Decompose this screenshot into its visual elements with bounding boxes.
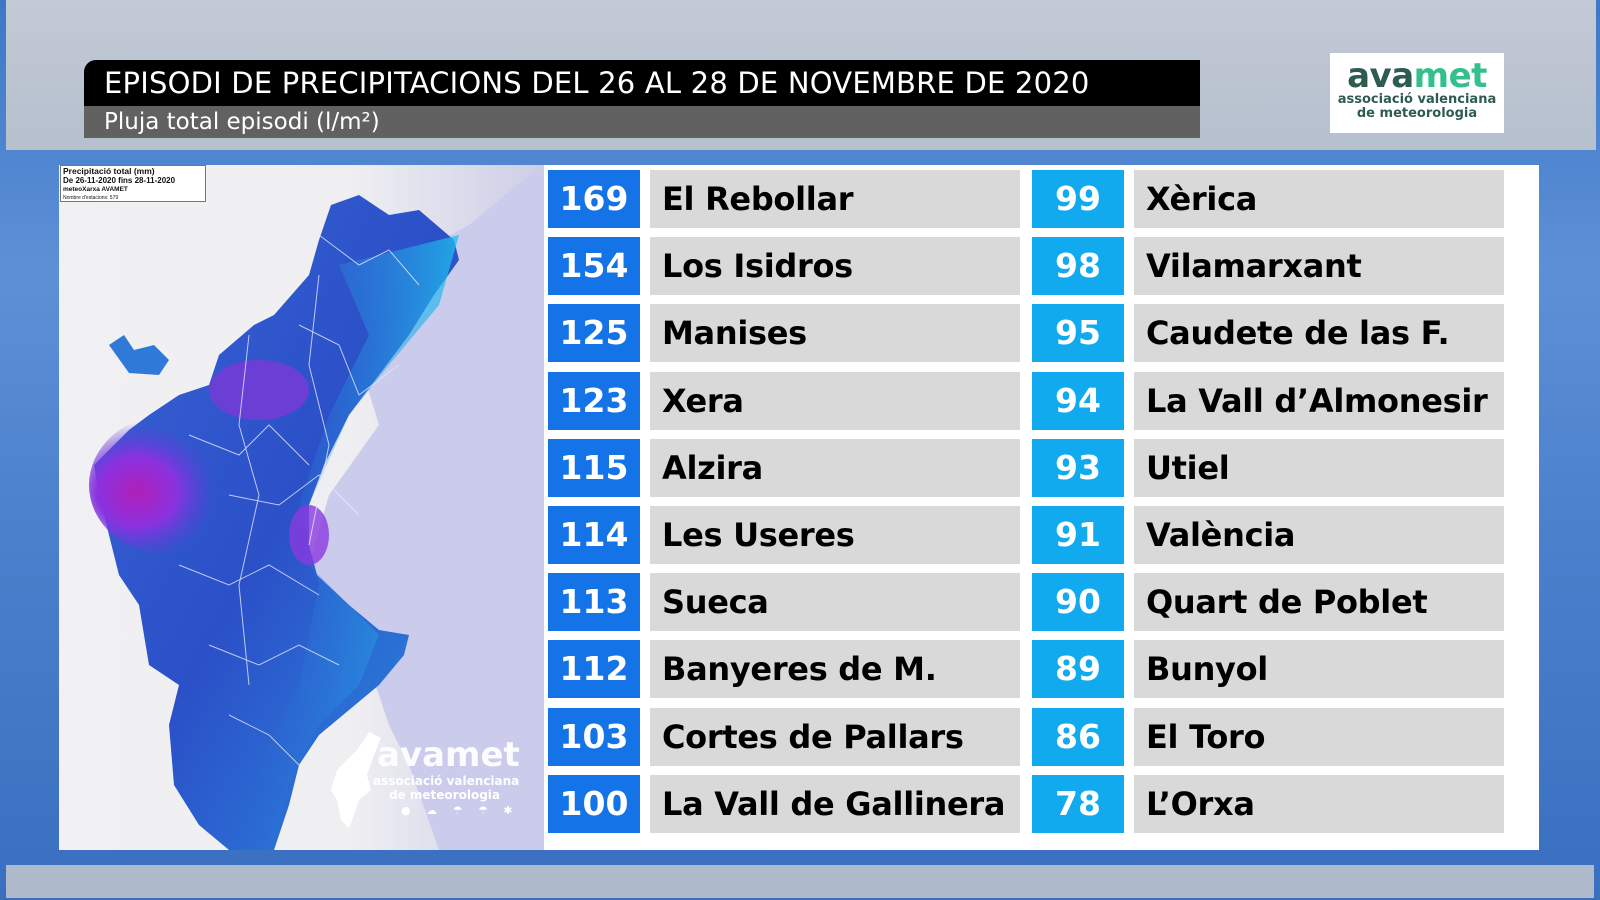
map-legend-stations: Nombre d'estacions: 579 <box>63 195 119 201</box>
rain-value: 78 <box>1032 774 1124 833</box>
logo-line-1: associació valenciana <box>1337 92 1497 107</box>
rain-value: 125 <box>548 304 640 363</box>
location-name: La Vall de Gallinera <box>650 774 1020 833</box>
map-legend: Precipitació total (mm) De 26-11-2020 fi… <box>60 165 206 202</box>
location-name: El Toro <box>1134 707 1504 766</box>
rain-value: 93 <box>1032 438 1124 497</box>
location-name: Caudete de las F. <box>1134 304 1504 363</box>
map-watermark: avamet associació valenciana de meteorol… <box>329 730 539 840</box>
rain-value: 112 <box>548 640 640 699</box>
map-graphic <box>89 165 544 850</box>
location-name: Alzira <box>650 438 1020 497</box>
location-name: València <box>1134 505 1504 564</box>
logo-word-ava: ava <box>1347 56 1414 96</box>
watermark-line-2: de meteorologia <box>389 788 500 802</box>
footer-band <box>6 865 1594 898</box>
rain-value: 86 <box>1032 707 1124 766</box>
location-name: Bunyol <box>1134 640 1504 699</box>
rain-value: 89 <box>1032 640 1124 699</box>
rain-value: 169 <box>548 170 640 228</box>
logo-word-met: met <box>1413 56 1488 96</box>
location-name: Xèrica <box>1134 170 1504 228</box>
location-name: L’Orxa <box>1134 774 1504 833</box>
logo-wordmark: avamet <box>1330 59 1504 93</box>
location-name: Utiel <box>1134 438 1504 497</box>
rain-value: 154 <box>548 237 640 296</box>
map-legend-title: Precipitació total (mm) <box>63 166 155 176</box>
rain-value: 114 <box>548 505 640 564</box>
rain-value: 113 <box>548 573 640 632</box>
rain-value: 103 <box>548 707 640 766</box>
rain-value: 123 <box>548 371 640 430</box>
watermark-word: avamet <box>377 735 520 775</box>
avamet-logo: avamet associació valenciana de meteorol… <box>1330 53 1504 133</box>
location-name: Manises <box>650 304 1020 363</box>
watermark-line-1: associació valenciana <box>373 774 520 788</box>
location-name: Sueca <box>650 573 1020 632</box>
location-name: El Rebollar <box>650 170 1020 228</box>
location-name: La Vall d’Almonesir <box>1134 371 1504 430</box>
rain-value: 95 <box>1032 304 1124 363</box>
location-name: Vilamarxant <box>1134 237 1504 296</box>
page-subtitle: Pluja total episodi (l/m²) <box>84 106 1200 138</box>
rain-value: 94 <box>1032 371 1124 430</box>
map-legend-dates: De 26-11-2020 fins 28-11-2020 <box>63 176 176 185</box>
location-name: Los Isidros <box>650 237 1020 296</box>
location-name: Les Useres <box>650 505 1020 564</box>
location-name: Xera <box>650 371 1020 430</box>
rain-value: 99 <box>1032 170 1124 228</box>
location-name: Cortes de Pallars <box>650 707 1020 766</box>
location-name: Quart de Poblet <box>1134 573 1504 632</box>
location-name: Banyeres de M. <box>650 640 1020 699</box>
logo-line-2: de meteorologia <box>1356 106 1478 121</box>
title-box: EPISODI DE PRECIPITACIONS DEL 26 AL 28 D… <box>84 60 1200 138</box>
map-legend-network: meteoXarxa AVAMET <box>63 186 128 193</box>
content-panel: Precipitació total (mm) De 26-11-2020 fi… <box>59 165 1539 850</box>
rain-value: 98 <box>1032 237 1124 296</box>
rain-value: 91 <box>1032 505 1124 564</box>
page-title: EPISODI DE PRECIPITACIONS DEL 26 AL 28 D… <box>84 60 1200 106</box>
rain-value: 115 <box>548 438 640 497</box>
weather-icons: ● ☁ ☂ ☂ ✱ <box>401 804 519 817</box>
precipitation-map: Precipitació total (mm) De 26-11-2020 fi… <box>59 165 544 850</box>
rain-value: 90 <box>1032 573 1124 632</box>
rain-value: 100 <box>548 774 640 833</box>
valencia-silhouette-icon <box>331 732 381 828</box>
